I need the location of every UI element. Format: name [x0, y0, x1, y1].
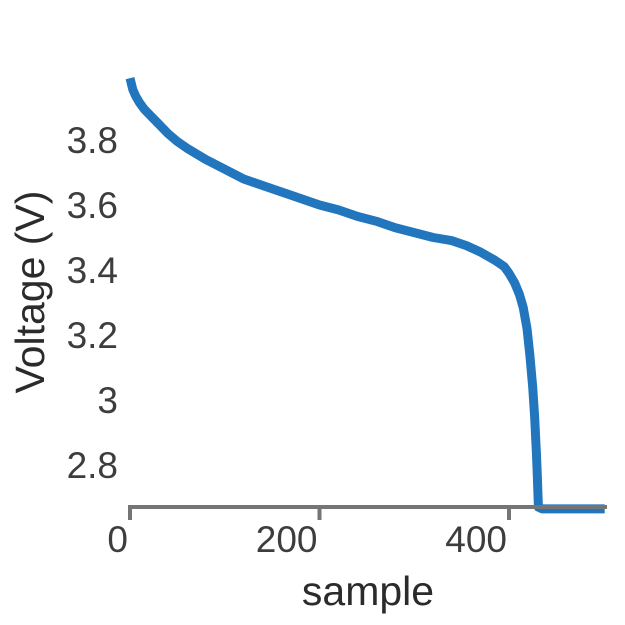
x-axis-title: sample: [302, 568, 434, 614]
y-tick-label: 3: [97, 380, 118, 421]
tick-layer: 0 200 400 3.8 3.6 3.4 3.2 3 2.8: [67, 120, 511, 560]
voltage-curve: [125, 77, 605, 514]
y-axis-title: Voltage (V): [7, 191, 53, 394]
x-tick-label: 400: [445, 519, 507, 560]
y-tick-label: 2.8: [67, 445, 118, 486]
curve-layer: [125, 77, 605, 514]
x-tick-label: 0: [107, 519, 128, 560]
y-tick-label: 3.6: [67, 185, 118, 226]
x-tick-label: 200: [256, 519, 318, 560]
y-tick-label: 3.8: [67, 120, 118, 161]
y-tick-label: 3.2: [67, 315, 118, 356]
y-tick-label: 3.4: [67, 250, 118, 291]
